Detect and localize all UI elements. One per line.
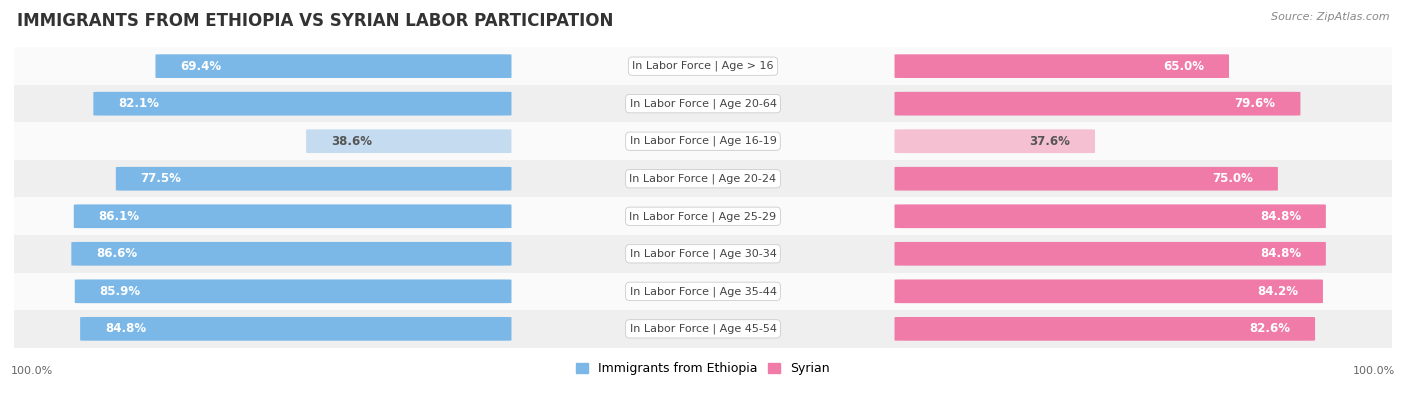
Text: Source: ZipAtlas.com: Source: ZipAtlas.com	[1271, 12, 1389, 22]
FancyBboxPatch shape	[73, 204, 512, 228]
Text: 69.4%: 69.4%	[180, 60, 221, 73]
Text: 82.6%: 82.6%	[1250, 322, 1291, 335]
Text: 100.0%: 100.0%	[1353, 366, 1395, 376]
Text: 38.6%: 38.6%	[330, 135, 373, 148]
Text: 75.0%: 75.0%	[1212, 172, 1253, 185]
Text: In Labor Force | Age > 16: In Labor Force | Age > 16	[633, 61, 773, 71]
Text: 84.2%: 84.2%	[1257, 285, 1298, 298]
Text: IMMIGRANTS FROM ETHIOPIA VS SYRIAN LABOR PARTICIPATION: IMMIGRANTS FROM ETHIOPIA VS SYRIAN LABOR…	[17, 12, 613, 30]
FancyBboxPatch shape	[156, 54, 512, 78]
Bar	[14, 198, 1392, 235]
Text: In Labor Force | Age 25-29: In Labor Force | Age 25-29	[630, 211, 776, 222]
Bar	[14, 122, 1392, 160]
FancyBboxPatch shape	[80, 317, 512, 341]
Bar	[14, 273, 1392, 310]
Bar	[14, 85, 1392, 122]
Text: 82.1%: 82.1%	[118, 97, 159, 110]
FancyBboxPatch shape	[93, 92, 512, 116]
FancyBboxPatch shape	[75, 279, 512, 303]
FancyBboxPatch shape	[72, 242, 512, 266]
FancyBboxPatch shape	[894, 54, 1229, 78]
Text: 65.0%: 65.0%	[1163, 60, 1204, 73]
Text: 37.6%: 37.6%	[1029, 135, 1070, 148]
FancyBboxPatch shape	[894, 204, 1326, 228]
FancyBboxPatch shape	[307, 129, 512, 153]
Legend: Immigrants from Ethiopia, Syrian: Immigrants from Ethiopia, Syrian	[571, 357, 835, 380]
Text: 84.8%: 84.8%	[1260, 210, 1301, 223]
Text: 84.8%: 84.8%	[1260, 247, 1301, 260]
Text: In Labor Force | Age 20-24: In Labor Force | Age 20-24	[630, 173, 776, 184]
FancyBboxPatch shape	[894, 279, 1323, 303]
Text: In Labor Force | Age 16-19: In Labor Force | Age 16-19	[630, 136, 776, 147]
FancyBboxPatch shape	[894, 242, 1326, 266]
Text: 84.8%: 84.8%	[105, 322, 146, 335]
Bar	[14, 310, 1392, 348]
Text: 86.6%: 86.6%	[96, 247, 138, 260]
Text: In Labor Force | Age 35-44: In Labor Force | Age 35-44	[630, 286, 776, 297]
Text: In Labor Force | Age 30-34: In Labor Force | Age 30-34	[630, 248, 776, 259]
Text: In Labor Force | Age 45-54: In Labor Force | Age 45-54	[630, 324, 776, 334]
Bar	[14, 47, 1392, 85]
FancyBboxPatch shape	[894, 92, 1301, 116]
Bar	[14, 160, 1392, 198]
Text: 77.5%: 77.5%	[141, 172, 181, 185]
Text: 79.6%: 79.6%	[1234, 97, 1275, 110]
Text: 85.9%: 85.9%	[100, 285, 141, 298]
Text: 86.1%: 86.1%	[98, 210, 139, 223]
Text: In Labor Force | Age 20-64: In Labor Force | Age 20-64	[630, 98, 776, 109]
FancyBboxPatch shape	[894, 167, 1278, 191]
FancyBboxPatch shape	[894, 129, 1095, 153]
FancyBboxPatch shape	[894, 317, 1315, 341]
Text: 100.0%: 100.0%	[11, 366, 53, 376]
Bar	[14, 235, 1392, 273]
FancyBboxPatch shape	[115, 167, 512, 191]
